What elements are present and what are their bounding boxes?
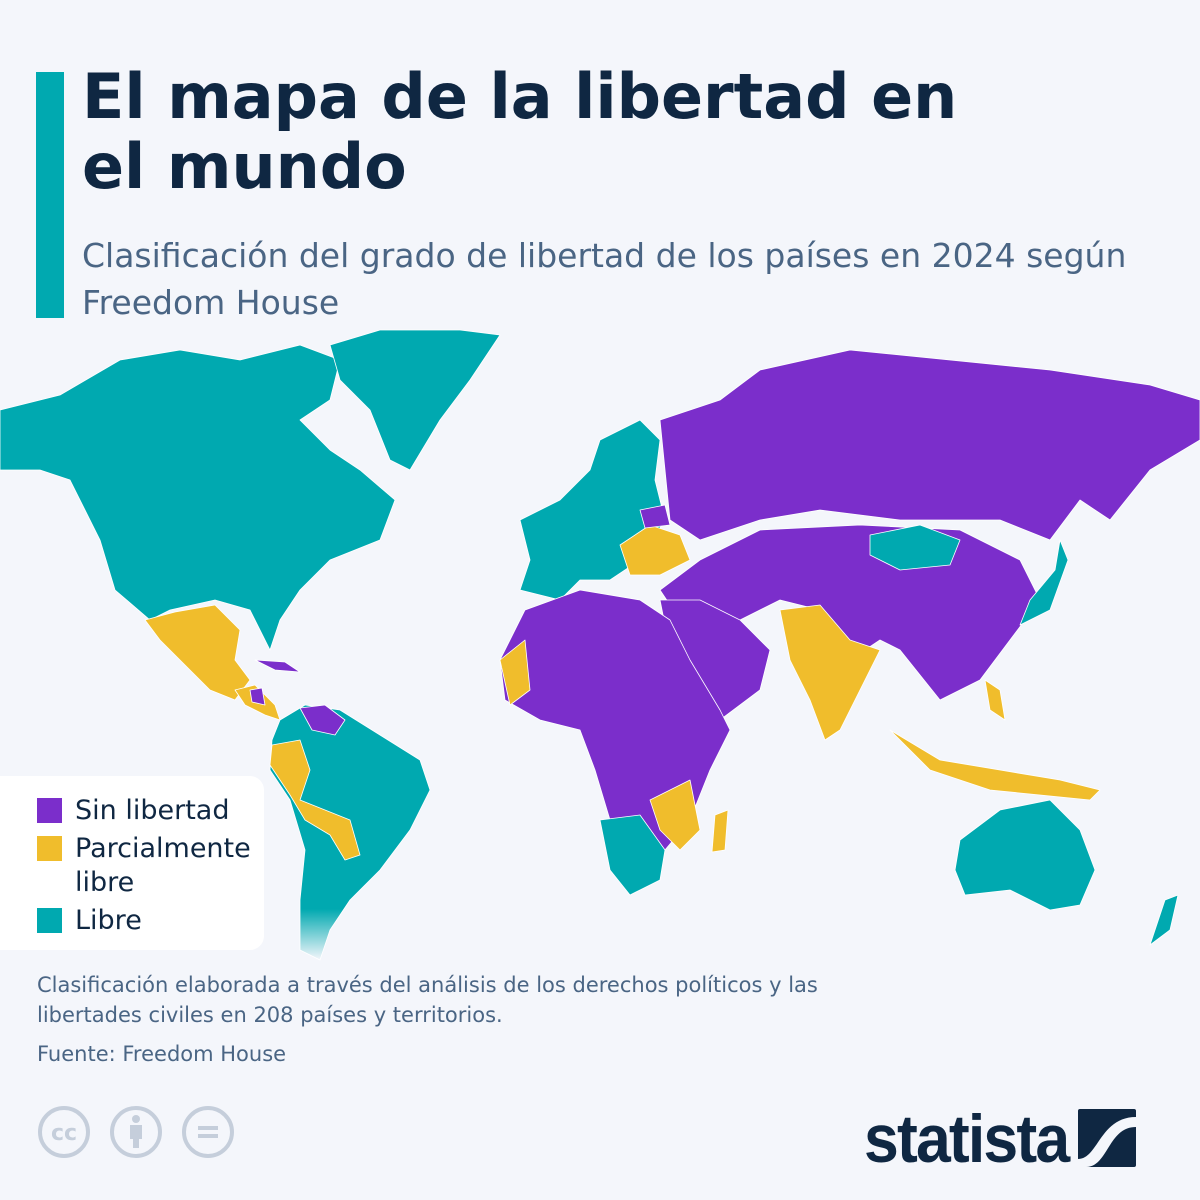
legend-label: Sin libertad [75, 795, 230, 826]
region-nicaragua [249, 687, 266, 706]
legend-swatch-yellow [37, 836, 62, 861]
region-madagascar [711, 809, 729, 853]
attribution-icon[interactable] [109, 1105, 163, 1159]
legend: Sin libertad Parcialmente libre Libre [0, 776, 264, 950]
page-title: El mapa de la libertad en el mundo [82, 60, 958, 203]
region-cuba [254, 659, 301, 673]
region-north-america [0, 344, 396, 651]
region-east-africa-partly [649, 779, 701, 851]
region-australia [954, 799, 1096, 911]
region-russia [659, 349, 1200, 541]
legend-label: Libre [75, 905, 142, 936]
region-philippines [984, 679, 1006, 721]
region-andes [269, 739, 361, 861]
statista-logo[interactable]: statista [864, 1100, 1138, 1178]
statista-logo-icon [1078, 1109, 1137, 1167]
legend-swatch-teal [37, 908, 62, 933]
legend-label: Parcialmente libre [75, 833, 251, 898]
methodology-note: Clasificación elaborada a través del aná… [37, 973, 818, 1027]
source-text: Fuente: Freedom House [37, 1042, 287, 1066]
svg-text:cc: cc [51, 1121, 77, 1146]
legend-item-free: Libre [37, 904, 142, 938]
region-southern-africa [599, 814, 666, 896]
statista-wordmark: statista [864, 1101, 1070, 1177]
legend-swatch-purple [37, 798, 62, 823]
region-greenland [329, 329, 501, 471]
accent-bar [36, 72, 64, 318]
legend-item-partly-free: Parcialmente libre [37, 832, 267, 900]
creative-commons-icon[interactable]: cc [37, 1105, 91, 1159]
legend-item-not-free: Sin libertad [37, 794, 229, 828]
region-new-zealand [1149, 894, 1179, 946]
region-southeast-asia [889, 729, 1101, 801]
no-derivatives-icon[interactable] [181, 1105, 235, 1159]
region-india [779, 604, 881, 741]
region-japan-korea [1019, 539, 1069, 626]
page-subtitle: Clasificación del grado de libertad de l… [82, 236, 1127, 322]
region-west-africa-partly [499, 639, 531, 706]
region-venezuela [299, 704, 346, 736]
region-mongolia [869, 524, 961, 571]
region-mexico [144, 604, 251, 701]
region-belarus [639, 504, 671, 529]
